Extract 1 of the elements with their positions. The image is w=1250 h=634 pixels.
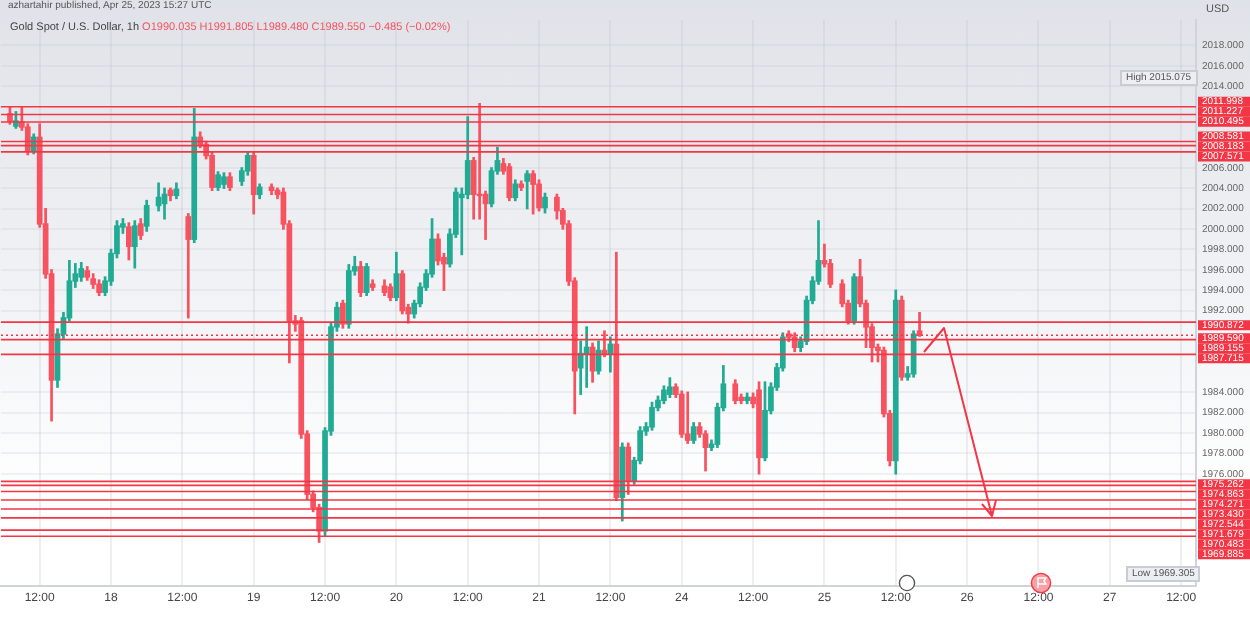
candlestick — [684, 391, 691, 444]
